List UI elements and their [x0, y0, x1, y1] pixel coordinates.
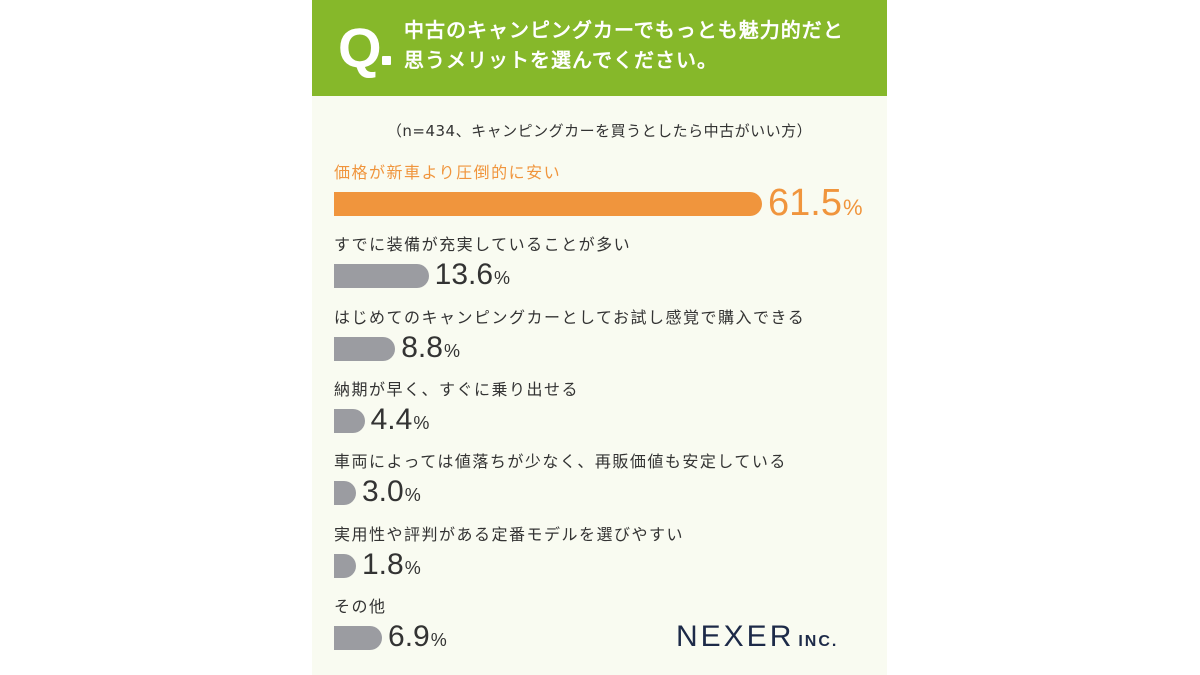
- value-unit: %: [443, 340, 460, 361]
- value-unit: %: [404, 485, 421, 506]
- bar: [334, 336, 396, 361]
- value-unit: %: [494, 268, 511, 289]
- value-number: 13.6: [434, 258, 494, 292]
- bar-label: その他: [334, 596, 387, 616]
- value-unit: %: [404, 557, 421, 578]
- nexer-logo: NEXER INC.: [676, 620, 838, 654]
- question-mark: Q: [338, 16, 382, 79]
- bar-label: はじめてのキャンピングカーとしてお試し感覚で購入できる: [334, 307, 806, 327]
- survey-card: Q 中古のキャンピングカーでもっとも魅力的だと 思うメリットを選んでください。 …: [312, 0, 887, 675]
- bar: [334, 625, 383, 650]
- value-number: 4.4: [370, 402, 413, 436]
- bar: [334, 481, 356, 506]
- value-number: 8.8: [401, 330, 443, 364]
- bar-label: 実用性や評判がある定番モデルを選びやすい: [334, 524, 685, 544]
- value-label: 6.9%: [388, 619, 447, 655]
- bar-label: 納期が早く、すぐに乗り出せる: [334, 379, 580, 399]
- value-label: 61.5%: [768, 184, 863, 227]
- bar-label: すでに装備が充実していることが多い: [334, 235, 632, 255]
- bar: [334, 192, 762, 216]
- question-dot: [382, 56, 391, 65]
- bar: [334, 408, 365, 433]
- question-line-1: 中古のキャンピングカーでもっとも魅力的だと: [404, 18, 844, 42]
- value-label: 4.4%: [370, 402, 430, 438]
- value-unit: %: [842, 195, 863, 220]
- bar: [334, 553, 356, 578]
- sample-note: （n=434、キャンピングカーを買うとしたら中古がいい方）: [386, 122, 813, 140]
- value-label: 1.8%: [362, 547, 421, 583]
- question-line-2: 思うメリットを選んでください。: [404, 48, 718, 72]
- value-label: 8.8%: [401, 330, 460, 366]
- value-number: 61.5: [768, 182, 842, 224]
- value-unit: %: [430, 629, 447, 650]
- value-number: 3.0: [362, 475, 404, 509]
- value-label: 3.0%: [362, 477, 421, 510]
- value-number: 6.9: [388, 619, 430, 653]
- value-unit: %: [413, 412, 430, 433]
- logo-main: NEXER: [676, 620, 795, 653]
- value-number: 1.8: [362, 547, 404, 581]
- logo-sub: INC.: [798, 633, 839, 650]
- bar: [334, 264, 429, 289]
- value-label: 13.6%: [435, 260, 510, 293]
- bar-label: 価格が新車より圧倒的に安い: [334, 163, 562, 182]
- question-header: Q 中古のキャンピングカーでもっとも魅力的だと 思うメリットを選んでください。: [312, 0, 887, 96]
- bar-label: 車両によっては値落ちが少なく、再販価値も安定している: [334, 452, 787, 472]
- question-text: 中古のキャンピングカーでもっとも魅力的だと 思うメリットを選んでください。: [404, 15, 874, 75]
